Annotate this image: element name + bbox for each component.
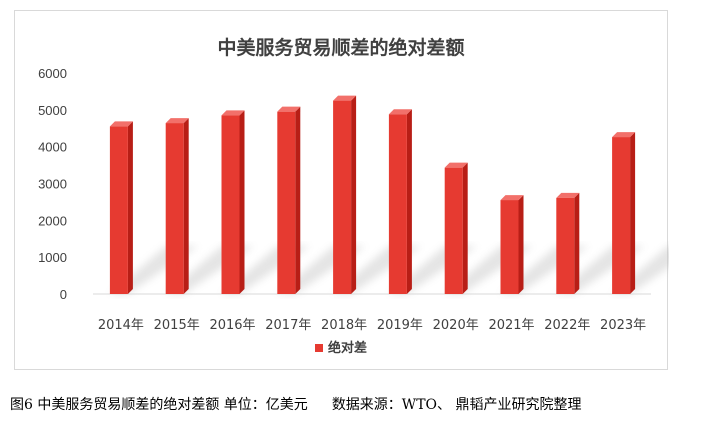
bar-top-5 [388,109,412,115]
y-tick-label-2: 2000 [38,213,67,228]
x-tick-label-0: 2014年 [98,318,144,333]
bar-side-6 [462,162,468,294]
bar-side-8 [574,192,580,294]
bar-front-9 [612,137,631,294]
bar-side-7 [518,195,524,294]
x-tick-label-3: 2017年 [265,318,311,333]
legend-swatch [314,343,323,352]
bar-2 [221,110,245,294]
bar-front-1 [165,123,184,295]
bar-8 [556,192,580,294]
bar-top-6 [444,162,468,168]
bar-front-0 [109,126,128,295]
chart-area: 0 1000 2000 3000 4000 5000 6000 2014年 2015年 2016… [14,10,669,370]
x-tick-label-7: 2021年 [488,318,534,333]
y-tick-label-3: 3000 [38,177,67,192]
bar-6 [444,162,468,294]
bar-side-1 [183,118,189,295]
bar-top-3 [277,106,301,112]
x-tick-label-8: 2022年 [544,318,590,333]
bar-front-5 [388,114,407,295]
bar-side-9 [630,132,636,294]
bar-top-2 [221,110,245,116]
bar-side-2 [239,110,245,294]
bar-1 [165,118,189,295]
x-tick-label-5: 2019年 [377,318,423,333]
x-tick-label-9: 2023年 [600,318,646,333]
bar-top-7 [500,195,524,201]
x-tick-label-2: 2016年 [209,318,255,333]
x-tick-label-6: 2020年 [433,318,479,333]
bar-4 [333,95,357,294]
bar-3 [277,106,301,294]
bar-top-8 [556,192,580,198]
bar-front-2 [221,115,240,294]
figure-caption: 图6 中美服务贸易顺差的绝对差额 单位：亿美元 数据来源：WTO、 鼎韬产业研究院… [10,394,700,414]
x-tick-label-4: 2018年 [321,318,367,333]
caption-source: 数据来源：WTO、 鼎韬产业研究院整理 [331,397,582,413]
bar-side-0 [127,121,133,295]
x-tick-label-1: 2015年 [154,318,200,333]
bar-top-9 [612,132,636,138]
legend: 绝对差 [15,337,667,356]
bar-front-7 [500,200,519,294]
y-tick-label-1: 1000 [38,250,67,265]
bar-side-4 [351,95,357,294]
chart-title: 中美服务贸易顺差的绝对差额 [217,37,465,59]
y-tick-label-4: 4000 [38,140,67,155]
bar-9 [612,132,636,294]
bar-front-3 [277,111,296,294]
legend-label: 绝对差 [327,341,367,356]
bar-chart: 0 1000 2000 3000 4000 5000 6000 2014年 2015年 2016… [38,66,669,333]
y-tick-label-6: 6000 [38,66,67,81]
bar-front-6 [444,167,463,294]
bar-7 [500,195,524,294]
bar-side-3 [295,106,301,294]
bar-side-5 [406,109,412,295]
caption-text: 图6 中美服务贸易顺差的绝对差额 单位：亿美元 [10,397,308,413]
y-tick-label-0: 0 [60,287,67,302]
bar-top-4 [333,95,357,101]
bar-0 [109,121,133,295]
y-tick-label-5: 5000 [38,103,67,118]
bar-top-0 [109,121,133,127]
bar-5 [388,109,412,295]
bar-top-1 [165,118,189,124]
bar-front-8 [556,197,575,294]
bar-front-4 [333,100,352,294]
